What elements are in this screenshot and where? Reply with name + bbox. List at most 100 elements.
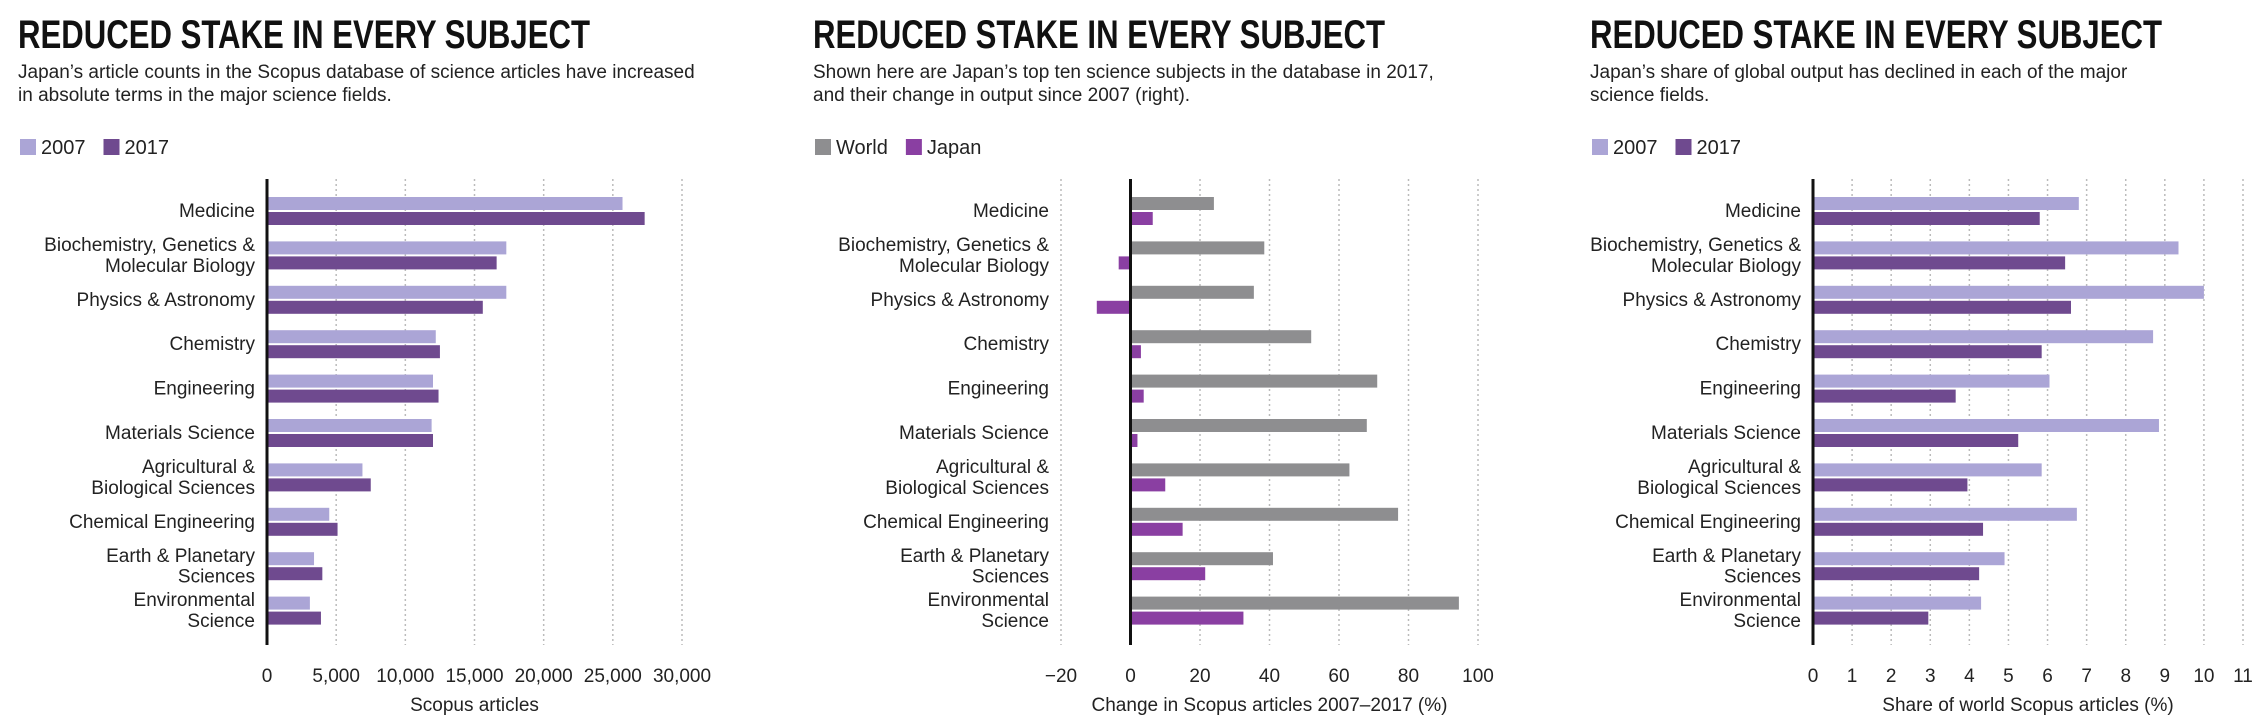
y-tick-label: Chemical Engineering — [863, 512, 1049, 533]
y-tick-label: Materials Science — [105, 423, 255, 444]
bar — [1130, 197, 1214, 210]
bar — [1813, 345, 2042, 359]
y-tick-label: Agricultural & Biological Sciences — [91, 457, 255, 499]
bar — [1813, 507, 2077, 521]
legend-label: 2007 — [41, 137, 86, 159]
x-tick-label: 0 — [1125, 666, 1136, 687]
chart-panel: REDUCED STAKE IN EVERY SUBJECT Japan’s sh… — [1590, 13, 2253, 716]
bar — [267, 374, 433, 388]
legend-label: 2007 — [1613, 137, 1658, 159]
y-tick-label: Earth & Planetary Sciences — [1652, 546, 1801, 588]
y-tick-label: Biochemistry, Genetics & Molecular Biolog… — [1590, 235, 1801, 277]
bar — [267, 611, 321, 625]
x-tick-label: 8 — [2120, 666, 2131, 687]
legend-swatch — [1592, 139, 1608, 155]
bar — [1130, 374, 1378, 388]
x-tick-label: 9 — [2160, 666, 2171, 687]
x-tick-label: 20,000 — [515, 666, 573, 687]
x-tick-label: 25,000 — [584, 666, 642, 687]
y-tick-label: Materials Science — [1651, 423, 1801, 444]
legend-swatch — [905, 139, 922, 155]
x-tick-label: 100 — [1462, 666, 1494, 687]
bar — [267, 419, 432, 432]
x-tick-label: 10 — [2193, 666, 2214, 687]
x-tick-label: 11 — [2233, 666, 2253, 687]
y-tick-label: Earth & Planetary Sciences — [900, 546, 1049, 588]
x-tick-label: 1 — [1847, 666, 1858, 687]
bar — [267, 567, 323, 581]
x-tick-label: 4 — [1964, 666, 1975, 687]
legend-swatch — [103, 139, 120, 155]
legend-label: 2017 — [125, 137, 170, 159]
bar — [1130, 478, 1166, 492]
bar — [1096, 300, 1131, 314]
chart-title: REDUCED STAKE IN EVERY SUBJECT — [1590, 13, 2162, 57]
chart-panel: REDUCED STAKE IN EVERY SUBJECT Japan’s ar… — [18, 13, 711, 716]
y-tick-label: Agricultural & Biological Sciences — [885, 457, 1049, 499]
bar — [1813, 374, 2050, 388]
bar — [267, 256, 497, 270]
bar — [1813, 330, 2154, 344]
bar — [1130, 434, 1138, 447]
bar — [1130, 463, 1350, 477]
x-tick-label: 5 — [2003, 666, 2014, 687]
y-tick-label: Medicine — [179, 201, 255, 222]
x-tick-label: 80 — [1398, 666, 1419, 687]
y-tick-label: Engineering — [154, 379, 255, 400]
bar — [267, 478, 371, 492]
x-tick-label: 60 — [1328, 666, 1349, 687]
bar — [1813, 596, 1982, 610]
y-tick-label: Agricultural & Biological Sciences — [1637, 457, 1801, 499]
y-tick-label: Physics & Astronomy — [1623, 290, 1802, 311]
x-tick-label: 15,000 — [445, 666, 503, 687]
bar — [1813, 256, 2066, 270]
bar — [1813, 522, 1984, 536]
x-axis-title: Scopus articles — [410, 695, 539, 716]
bar — [267, 463, 363, 477]
y-tick-label: Chemistry — [169, 334, 255, 355]
bar — [1813, 611, 1929, 625]
x-tick-label: 0 — [1808, 666, 1819, 687]
bar — [1813, 197, 2079, 210]
legend-label: Japan — [927, 137, 982, 159]
bar — [1130, 389, 1144, 403]
bar — [267, 285, 507, 299]
bar — [1130, 241, 1265, 255]
bar — [1130, 419, 1367, 432]
x-tick-label: 40 — [1259, 666, 1280, 687]
y-tick-label: Biochemistry, Genetics & Molecular Biolog… — [838, 235, 1049, 277]
y-tick-label: Physics & Astronomy — [77, 290, 256, 311]
bar — [1130, 552, 1273, 566]
bar — [267, 434, 433, 447]
x-tick-label: 20 — [1189, 666, 1210, 687]
x-tick-label: 7 — [2081, 666, 2092, 687]
subtitle: Japan’s share of global output has decli… — [1590, 62, 2128, 83]
bar — [267, 507, 330, 521]
bar — [267, 345, 440, 359]
bar — [267, 330, 436, 344]
legend-swatch — [20, 139, 36, 155]
bar — [1813, 434, 2019, 447]
bar — [267, 241, 507, 255]
subtitle: science fields. — [1590, 85, 1709, 106]
bar — [1813, 552, 2005, 566]
y-tick-label: Medicine — [1725, 201, 1801, 222]
x-tick-label: 5,000 — [312, 666, 360, 687]
bar — [267, 197, 623, 210]
bar — [1130, 507, 1399, 521]
y-tick-label: Environmental Science — [134, 590, 255, 632]
y-tick-label: Chemical Engineering — [69, 512, 255, 533]
legend-swatch — [815, 139, 831, 155]
bar — [267, 212, 645, 225]
y-tick-label: Materials Science — [899, 423, 1049, 444]
y-tick-label: Biochemistry, Genetics & Molecular Biolog… — [44, 235, 255, 277]
y-tick-label: Chemical Engineering — [1615, 512, 1801, 533]
bar — [1813, 478, 1968, 492]
bar — [1130, 567, 1206, 581]
bar — [267, 596, 310, 610]
x-tick-label: 30,000 — [653, 666, 711, 687]
chart-panel: REDUCED STAKE IN EVERY SUBJECT Shown here… — [813, 13, 1494, 716]
subtitle: in absolute terms in the major science f… — [18, 85, 392, 106]
y-tick-label: Physics & Astronomy — [871, 290, 1050, 311]
